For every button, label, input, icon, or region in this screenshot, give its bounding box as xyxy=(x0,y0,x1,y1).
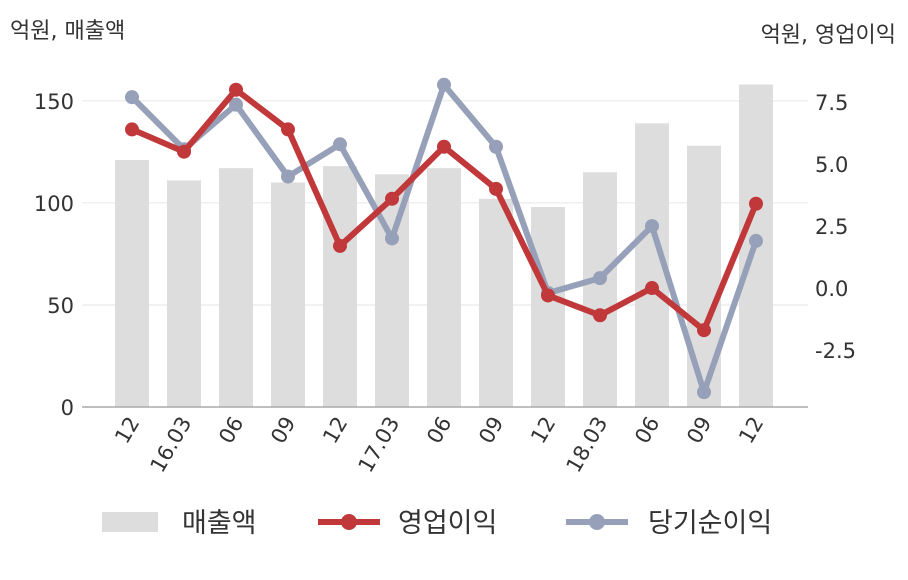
right-tick-label: 2.5 xyxy=(815,215,848,239)
x-tick-label: 09 xyxy=(266,413,300,448)
data-point xyxy=(125,122,139,137)
bar xyxy=(687,145,721,407)
x-tick-label: 16.03 xyxy=(145,413,196,477)
data-point xyxy=(281,122,295,137)
data-point xyxy=(437,139,451,154)
legend-item: 영업이익 xyxy=(318,508,497,539)
x-tick-label: 12 xyxy=(734,413,768,448)
data-point xyxy=(593,271,607,286)
data-point xyxy=(489,139,503,154)
right-axis-unit: 억원, 영업이익 xyxy=(761,23,896,48)
data-point xyxy=(489,181,503,196)
x-tick-label: 12 xyxy=(318,413,352,448)
legend: 매출액 영업이익 당기순이익 xyxy=(102,508,772,539)
data-point xyxy=(541,288,555,303)
x-tick-label: 06 xyxy=(630,413,664,448)
line-series-group xyxy=(125,82,763,338)
x-axis-ticks: 12 16.03 06 09 12 17.03 06 09 12 18.03 06 09 12 xyxy=(110,413,768,477)
right-tick-label: 7.5 xyxy=(815,91,848,115)
legend-item: 당기순이익 xyxy=(566,508,772,539)
data-point xyxy=(645,281,659,296)
legend-swatch xyxy=(102,512,158,532)
legend-label: 영업이익 xyxy=(398,508,497,539)
data-point xyxy=(697,323,711,338)
legend-item: 매출액 xyxy=(102,508,257,539)
data-point xyxy=(177,144,191,159)
bar-series xyxy=(115,84,773,408)
data-point xyxy=(333,238,347,253)
legend-label: 당기순이익 xyxy=(648,508,772,539)
left-axis-ticks: 0 50 100 150 xyxy=(34,90,74,420)
x-tick-label: 06 xyxy=(214,413,248,448)
right-axis-ticks: -2.5 0.0 2.5 5.0 7.5 xyxy=(815,91,856,363)
bar xyxy=(271,182,305,407)
x-tick-label: 18.03 xyxy=(561,413,612,477)
bar xyxy=(531,206,565,407)
bar xyxy=(479,198,513,407)
legend-label: 매출액 xyxy=(182,508,257,539)
data-point xyxy=(437,77,451,92)
left-tick-label: 50 xyxy=(47,294,74,318)
data-point xyxy=(749,196,763,211)
line-series xyxy=(125,77,763,400)
bar xyxy=(167,180,201,407)
data-point xyxy=(749,233,763,248)
data-point xyxy=(697,385,711,400)
data-point xyxy=(385,231,399,246)
bar xyxy=(115,160,149,407)
data-point xyxy=(333,137,347,152)
legend-marker xyxy=(589,514,605,530)
data-point xyxy=(125,90,139,105)
left-tick-label: 0 xyxy=(61,396,74,420)
left-tick-label: 150 xyxy=(34,90,74,114)
right-tick-label: -2.5 xyxy=(815,339,856,363)
data-point xyxy=(229,82,243,97)
x-tick-label: 09 xyxy=(474,413,508,448)
bar xyxy=(323,166,357,407)
data-point xyxy=(645,219,659,234)
left-axis-unit: 억원, 매출액 xyxy=(10,19,125,44)
x-tick-label: 06 xyxy=(422,413,456,448)
data-point xyxy=(229,97,243,112)
legend-marker xyxy=(341,514,357,530)
x-tick-label: 12 xyxy=(110,413,144,448)
data-point xyxy=(385,191,399,206)
bar xyxy=(427,168,461,407)
bar xyxy=(219,168,253,407)
x-tick-label: 09 xyxy=(682,413,716,448)
left-tick-label: 100 xyxy=(34,192,74,216)
bar xyxy=(583,172,617,407)
right-tick-label: 0.0 xyxy=(815,277,848,301)
x-tick-label: 17.03 xyxy=(353,413,404,477)
data-point xyxy=(281,169,295,184)
x-tick-label: 12 xyxy=(526,413,560,448)
data-point xyxy=(593,308,607,323)
right-tick-label: 5.0 xyxy=(815,153,848,177)
